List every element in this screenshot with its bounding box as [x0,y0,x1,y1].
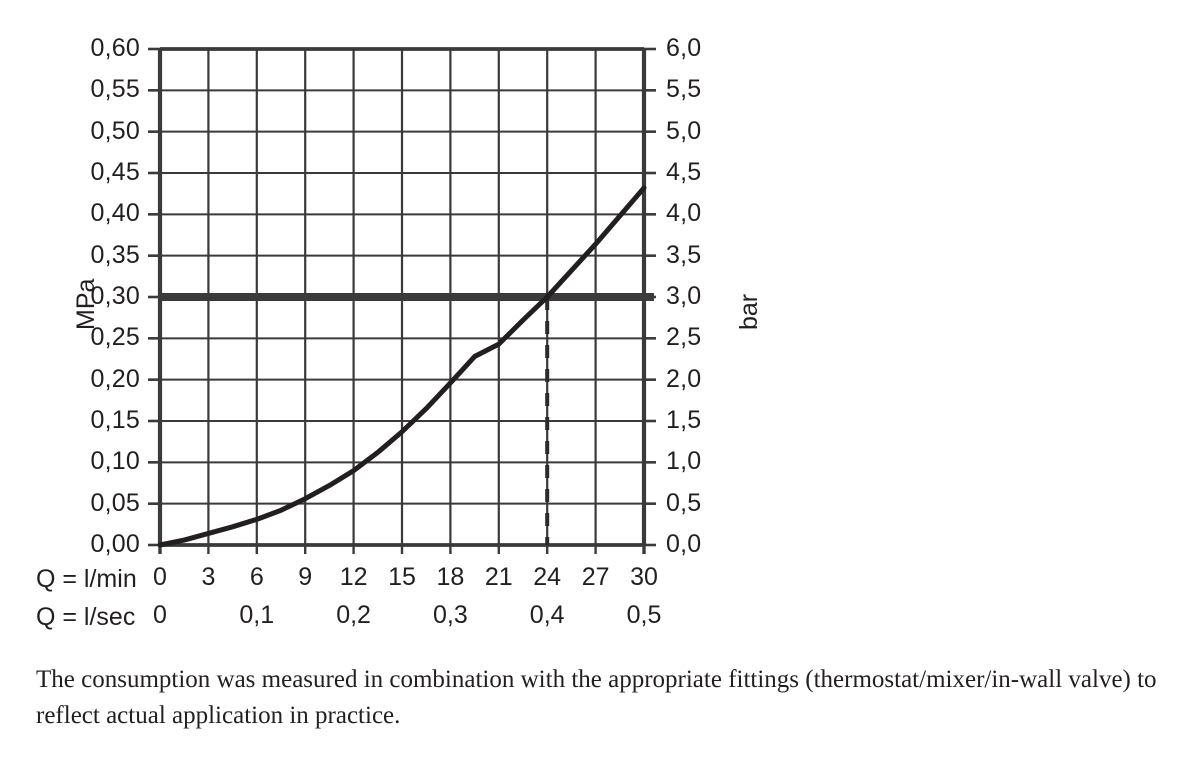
y-axis-left-tick-label: 0,15 [90,406,140,434]
x-axis-tick-label-lsec: 0,5 [626,601,662,629]
x-axis-tick-label-lmin: 0 [153,563,167,591]
y-axis-right-tick-label: 3,5 [666,240,702,269]
y-axis-right-tick-label: 4,0 [666,199,702,228]
x-axis-tick-label-lsec: 0,1 [239,601,275,629]
x-axis-tick-label-lsec: 0,2 [336,601,371,629]
y-axis-left-tick-label: 0,05 [90,488,140,517]
y-axis-left-tick-label: 0,20 [90,364,140,393]
x-axis-row-lsec-title: Q = l/sec [36,603,136,631]
x-axis-tick-label-lmin: 24 [533,563,562,591]
y-axis-left-tick-label: 0,10 [90,447,140,476]
x-axis-tick-label-lmin: 27 [581,563,610,591]
x-axis-tick-label-lmin: 6 [249,563,264,591]
y-axis-left-tick-label: 0,50 [90,116,140,145]
y-axis-left-tick-label: 0,30 [90,282,140,310]
x-axis-tick-label-lmin: 3 [201,563,216,591]
y-axis-left-tick-label: 0,55 [90,75,140,104]
x-axis-tick-label-lsec: 0,3 [433,601,468,629]
chart-caption: The consumption was measured in combinat… [36,666,1157,729]
y-axis-left-tick-label: 0,35 [90,240,140,269]
x-axis-tick-label-lsec: 0 [153,601,167,629]
y-axis-left-tick-label: 0,60 [90,34,140,62]
y-axis-right-tick-label: 1,0 [666,447,702,476]
flow-pressure-chart: 0,60 0,55 0,50 0,45 0,40 0,35 0,30 0,25 0,20 0,15… [36,34,763,635]
x-axis-tick-label-lsec: 0,4 [529,601,565,629]
y-axis-right-tick-label: 5,5 [666,75,702,104]
chart-plot-frame [157,47,647,547]
y-axis-right-tick-label: 0,0 [666,530,702,558]
x-axis-tick-label-lmin: 30 [630,563,658,591]
y-axis-right-tick-label: 3,0 [666,282,702,310]
y-axis-right-tick-label: 4,5 [666,158,702,186]
y-axis-left-tick-label: 0,25 [90,323,140,352]
y-axis-right-tick-label: 0,5 [666,488,702,517]
y-axis-right-tick-label: 5,0 [666,116,702,145]
pressure-loss-curve [157,185,647,548]
x-axis-row-lsec: Q = l/sec 0 0,1 0,2 0,3 0,4 0,5 [36,603,736,635]
y-axis-right-tick-label: 2,0 [666,364,702,393]
y-axis-right-title: bar [735,293,763,330]
y-axis-right-tick-label: 6,0 [666,34,702,62]
x-axis-row-lmin-title: Q = l/min [36,565,137,593]
x-axis-row-lmin: Q = l/min 0 3 6 9 12 15 18 21 24 27 30 [36,565,736,597]
x-axis-tick-label-lmin: 9 [298,563,313,591]
x-axis-tick-label-lmin: 18 [436,563,465,591]
x-axis-tick-label-lmin: 12 [339,563,368,591]
chart-canvas [148,47,656,554]
y-axis-left-tick-label: 0,40 [90,199,140,228]
y-axis-right-tick-label: 2,5 [666,323,702,352]
y-axis-right-tick-label: 1,5 [666,406,702,434]
y-axis-left-tick-label: 0,00 [90,530,140,558]
x-axis-tick-label-lmin: 15 [388,563,416,591]
y-axis-left-title: MPa [72,278,100,330]
x-axis-tick-label-lmin: 21 [484,563,513,591]
y-axis-left-tick-label: 0,45 [90,158,140,186]
